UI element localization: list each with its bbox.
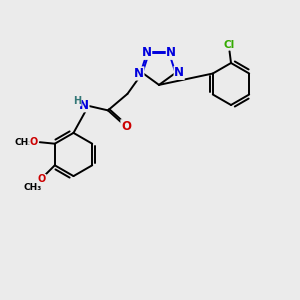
- Text: N: N: [79, 99, 89, 112]
- Text: N: N: [134, 67, 144, 80]
- Text: O: O: [30, 137, 38, 147]
- Text: H: H: [73, 96, 81, 106]
- Text: Cl: Cl: [224, 40, 235, 50]
- Text: N: N: [174, 66, 184, 80]
- Text: O: O: [121, 120, 131, 133]
- Text: CH₃: CH₃: [24, 183, 42, 192]
- Text: N: N: [166, 46, 176, 59]
- Text: O: O: [38, 174, 46, 184]
- Text: N: N: [142, 46, 152, 59]
- Text: CH₃: CH₃: [15, 138, 33, 147]
